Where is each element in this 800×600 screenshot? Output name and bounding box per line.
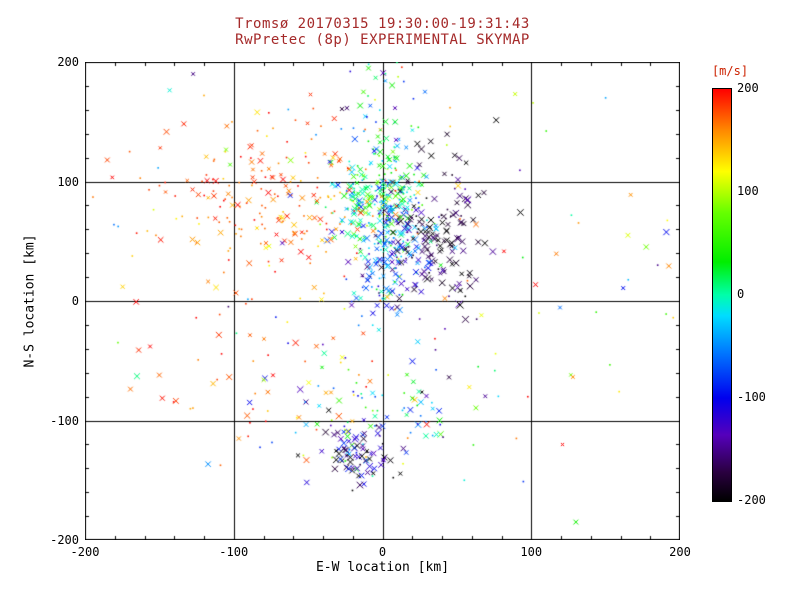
colorbar [712, 88, 732, 502]
plot-title: Tromsø 20170315 19:30:00-19:31:43 [235, 16, 530, 32]
colorbar-tick-label: 100 [737, 184, 759, 198]
colorbar-tick-label: 0 [737, 287, 745, 301]
plot-subtitle: RwPretec (8p) EXPERIMENTAL SKYMAP [235, 32, 530, 48]
y-tick-label: -200 [50, 533, 79, 547]
x-axis-label: E-W location [km] [315, 560, 450, 575]
colorbar-tick-label: -200 [737, 493, 766, 507]
x-tick-label: 200 [669, 545, 691, 559]
y-tick-label: 100 [57, 174, 79, 189]
x-tick-label: -200 [70, 545, 100, 559]
x-tick-label: 0 [378, 545, 387, 559]
colorbar-tick-label: -100 [737, 390, 766, 404]
y-tick-label: -100 [50, 413, 79, 428]
scatter-plot-canvas [85, 62, 680, 540]
colorbar-units-label: [m/s] [711, 64, 749, 78]
x-tick-label: 100 [520, 545, 543, 559]
colorbar-tick-label: 200 [737, 81, 759, 95]
y-tick-label: 200 [57, 55, 79, 69]
x-tick-label: -100 [219, 545, 249, 559]
y-tick-label: 0 [71, 294, 79, 308]
